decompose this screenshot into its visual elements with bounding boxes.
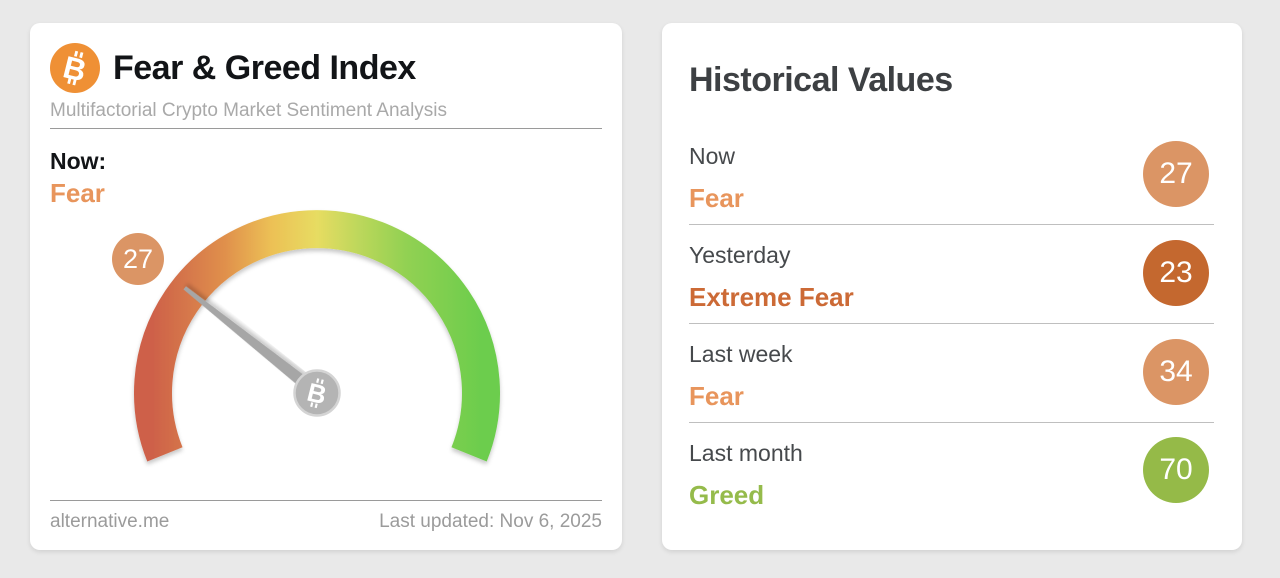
card-footer: alternative.me Last updated: Nov 6, 2025 bbox=[50, 511, 602, 533]
card-subtitle: Multifactorial Crypto Market Sentiment A… bbox=[50, 100, 448, 121]
row-divider bbox=[689, 422, 1214, 423]
history-sentiment-yesterday: Extreme Fear bbox=[689, 282, 854, 312]
row-divider bbox=[689, 224, 1214, 225]
source-link[interactable]: alternative.me bbox=[50, 511, 170, 532]
history-badge-last-month: 70 bbox=[1143, 437, 1209, 503]
now-sentiment: Fear bbox=[50, 178, 105, 208]
bitcoin-logo-icon: B bbox=[50, 43, 100, 93]
last-updated: Last updated: Nov 6, 2025 bbox=[379, 511, 602, 532]
gauge-card: B Fear & Greed Index Multifactorial Cryp… bbox=[30, 23, 622, 550]
history-label-last-week: Last week bbox=[689, 341, 793, 367]
history-sentiment-now: Fear bbox=[689, 183, 744, 213]
gauge-arc bbox=[134, 210, 500, 462]
card-header: B Fear & Greed Index bbox=[50, 43, 416, 93]
header-divider bbox=[50, 128, 602, 129]
gauge-needle bbox=[183, 286, 322, 399]
history-badge-last-week: 34 bbox=[1143, 339, 1209, 405]
gauge-hub: B bbox=[293, 369, 341, 417]
history-badge-now: 27 bbox=[1143, 141, 1209, 207]
history-label-now: Now bbox=[689, 143, 736, 169]
history-label-last-month: Last month bbox=[689, 440, 803, 466]
gauge-value-badge: 27 bbox=[112, 233, 164, 285]
row-divider bbox=[689, 323, 1214, 324]
history-sentiment-last-week: Fear bbox=[689, 381, 744, 411]
footer-divider bbox=[50, 500, 602, 501]
history-card: Historical Values Now Fear 27 Yesterday … bbox=[662, 23, 1242, 550]
now-label: Now: bbox=[50, 148, 107, 174]
history-label-yesterday: Yesterday bbox=[689, 242, 791, 268]
page-title: Fear & Greed Index bbox=[113, 48, 416, 87]
history-sentiment-last-month: Greed bbox=[689, 480, 765, 510]
history-title: Historical Values bbox=[689, 61, 953, 99]
history-badge-yesterday: 23 bbox=[1143, 240, 1209, 306]
gauge: B bbox=[134, 210, 500, 462]
